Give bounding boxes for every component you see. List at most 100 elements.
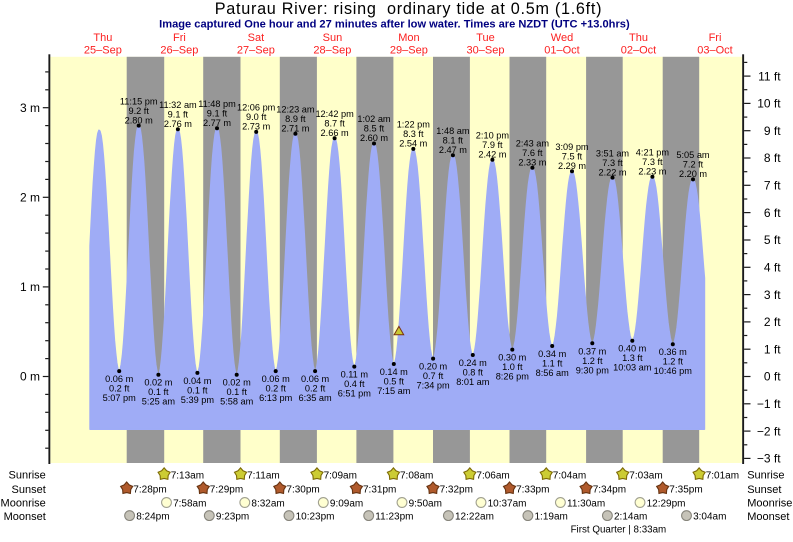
svg-text:10:46 pm: 10:46 pm — [654, 366, 693, 376]
svg-text:12:23 am: 12:23 am — [276, 104, 315, 114]
svg-text:02–Oct: 02–Oct — [621, 44, 656, 56]
svg-text:9.0 ft: 9.0 ft — [246, 112, 267, 122]
svg-text:1.1 ft: 1.1 ft — [542, 359, 563, 369]
svg-text:0.37 m: 0.37 m — [578, 346, 606, 356]
svg-text:8.3 ft: 8.3 ft — [403, 129, 424, 139]
svg-text:2:14am: 2:14am — [614, 512, 647, 523]
svg-text:11:32 am: 11:32 am — [159, 100, 197, 110]
svg-text:Paturau River: rising ordinar: Paturau River: rising ordinary tide at 0… — [215, 0, 602, 18]
svg-text:9.2 ft: 9.2 ft — [128, 106, 149, 116]
svg-text:9:09am: 9:09am — [330, 499, 363, 510]
svg-text:2.77 m: 2.77 m — [203, 118, 231, 128]
svg-text:6:51 pm: 6:51 pm — [338, 389, 372, 399]
svg-text:Image captured One hour and 27: Image captured One hour and 27 minutes a… — [159, 19, 630, 31]
svg-text:0.06 m: 0.06 m — [262, 374, 290, 384]
svg-text:0 m: 0 m — [20, 370, 40, 384]
svg-text:8:26 pm: 8:26 pm — [496, 372, 530, 382]
svg-text:Sunrise: Sunrise — [9, 470, 46, 482]
svg-text:Thu: Thu — [629, 32, 648, 44]
svg-text:29–Sep: 29–Sep — [390, 44, 428, 56]
svg-text:3:51 am: 3:51 am — [596, 148, 630, 158]
svg-text:0.4 ft: 0.4 ft — [344, 379, 365, 389]
svg-text:0.06 m: 0.06 m — [105, 374, 133, 384]
svg-text:5:25 am: 5:25 am — [142, 397, 176, 407]
svg-text:8:01 am: 8:01 am — [456, 377, 490, 387]
svg-text:0.20 m: 0.20 m — [419, 362, 447, 372]
svg-text:27–Sep: 27–Sep — [237, 44, 275, 56]
svg-text:2.42 m: 2.42 m — [478, 149, 506, 159]
svg-text:0.30 m: 0.30 m — [498, 353, 526, 363]
svg-text:11:23pm: 11:23pm — [375, 512, 413, 523]
svg-text:5 ft: 5 ft — [764, 233, 781, 247]
svg-text:0.40 m: 0.40 m — [618, 344, 646, 354]
svg-text:1:02 am: 1:02 am — [357, 114, 391, 124]
svg-text:1:22 pm: 1:22 pm — [397, 120, 431, 130]
svg-text:11:48 pm: 11:48 pm — [198, 99, 236, 109]
svg-text:2.73 m: 2.73 m — [242, 122, 270, 132]
svg-text:0.2 ft: 0.2 ft — [265, 384, 286, 394]
svg-text:First Quarter | 8:33am: First Quarter | 8:33am — [571, 524, 667, 535]
svg-text:2 ft: 2 ft — [764, 315, 781, 329]
svg-text:8:56 am: 8:56 am — [536, 368, 570, 378]
svg-text:7:03am: 7:03am — [629, 471, 662, 482]
svg-text:−2 ft: −2 ft — [757, 424, 781, 438]
svg-text:−3 ft: −3 ft — [757, 452, 781, 466]
svg-text:2.33 m: 2.33 m — [518, 157, 546, 167]
svg-text:0.1 ft: 0.1 ft — [187, 385, 208, 395]
svg-text:0.04 m: 0.04 m — [183, 376, 211, 386]
svg-text:11:30am: 11:30am — [567, 499, 605, 510]
svg-text:7:28pm: 7:28pm — [133, 485, 166, 496]
svg-text:Moonset: Moonset — [4, 511, 46, 523]
svg-text:1:19am: 1:19am — [535, 512, 568, 523]
svg-text:6:35 am: 6:35 am — [298, 393, 332, 403]
svg-text:5:58 am: 5:58 am — [220, 397, 254, 407]
svg-text:2.47 m: 2.47 m — [439, 145, 467, 155]
svg-text:0.24 m: 0.24 m — [459, 358, 487, 368]
svg-text:26–Sep: 26–Sep — [160, 44, 198, 56]
svg-text:01–Oct: 01–Oct — [544, 44, 579, 56]
svg-text:2.23 m: 2.23 m — [638, 166, 666, 176]
svg-text:0.1 ft: 0.1 ft — [226, 387, 247, 397]
svg-text:2.22 m: 2.22 m — [598, 167, 626, 177]
svg-text:5:39 pm: 5:39 pm — [181, 395, 215, 405]
svg-text:−1 ft: −1 ft — [757, 397, 781, 411]
svg-text:Sunset: Sunset — [12, 484, 46, 496]
svg-text:Sunrise: Sunrise — [747, 470, 784, 482]
svg-text:4:21 pm: 4:21 pm — [636, 147, 670, 157]
svg-text:8.7 ft: 8.7 ft — [324, 118, 345, 128]
svg-text:0.11 m: 0.11 m — [341, 370, 369, 380]
svg-text:0 ft: 0 ft — [764, 370, 781, 384]
svg-text:12:22am: 12:22am — [455, 512, 494, 523]
svg-text:5:07 pm: 5:07 pm — [103, 393, 137, 403]
svg-text:9.1 ft: 9.1 ft — [168, 109, 189, 119]
svg-text:2.20 m: 2.20 m — [679, 169, 707, 179]
svg-text:7:30pm: 7:30pm — [286, 485, 319, 496]
svg-text:Tue: Tue — [476, 32, 495, 44]
svg-text:Sun: Sun — [323, 32, 343, 44]
svg-text:0.36 m: 0.36 m — [659, 347, 687, 357]
svg-text:1.0 ft: 1.0 ft — [502, 362, 523, 372]
svg-text:2.76 m: 2.76 m — [164, 119, 192, 129]
svg-text:7:11am: 7:11am — [247, 471, 280, 482]
svg-text:0.02 m: 0.02 m — [144, 378, 172, 388]
svg-text:2:43 am: 2:43 am — [516, 138, 550, 148]
svg-text:1 ft: 1 ft — [764, 342, 781, 356]
svg-text:Mon: Mon — [398, 32, 419, 44]
svg-text:7:06am: 7:06am — [476, 471, 509, 482]
svg-text:25–Sep: 25–Sep — [84, 44, 122, 56]
svg-text:2.54 m: 2.54 m — [399, 139, 427, 149]
svg-text:30–Sep: 30–Sep — [467, 44, 505, 56]
svg-text:0.34 m: 0.34 m — [538, 349, 566, 359]
svg-text:Wed: Wed — [551, 32, 573, 44]
svg-text:12:29pm: 12:29pm — [647, 499, 686, 510]
svg-text:10:23pm: 10:23pm — [296, 512, 335, 523]
svg-text:9:23pm: 9:23pm — [216, 512, 249, 523]
svg-text:11:15 pm: 11:15 pm — [120, 96, 158, 106]
svg-text:1 m: 1 m — [20, 280, 40, 294]
svg-text:03–Oct: 03–Oct — [697, 44, 732, 56]
svg-text:2.29 m: 2.29 m — [558, 161, 586, 171]
svg-text:0.8 ft: 0.8 ft — [463, 368, 484, 378]
svg-text:2.71 m: 2.71 m — [281, 123, 309, 133]
svg-text:12:42 pm: 12:42 pm — [315, 109, 354, 119]
svg-text:7:08am: 7:08am — [400, 471, 433, 482]
